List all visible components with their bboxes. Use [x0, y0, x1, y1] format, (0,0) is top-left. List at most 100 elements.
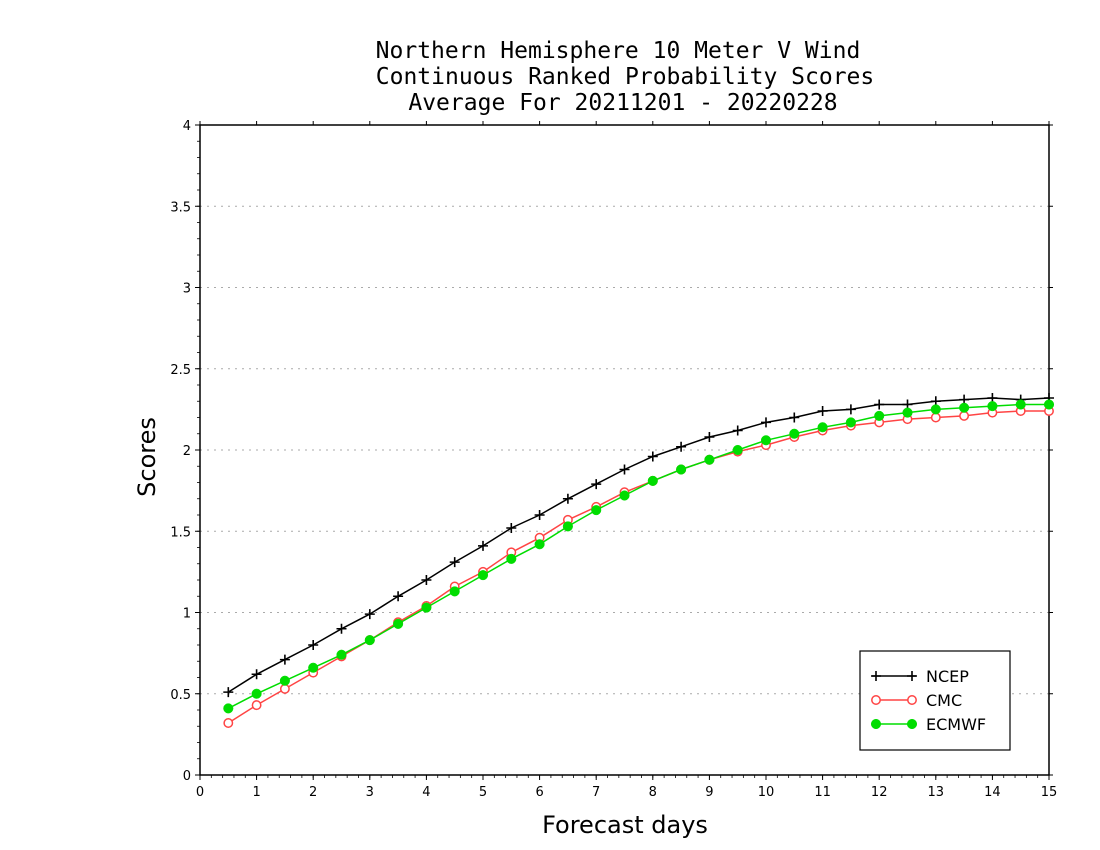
data-point-ncep — [845, 404, 856, 415]
data-point-ncep — [676, 441, 687, 452]
data-point-ncep — [421, 575, 432, 585]
data-point-ecmwf — [591, 505, 602, 516]
data-point-ncep — [761, 417, 771, 428]
data-point-ecmwf — [619, 490, 630, 501]
y-tick-label: 2 — [183, 444, 191, 459]
x-tick-label: 4 — [422, 785, 430, 800]
data-point-ecmwf — [449, 586, 460, 597]
data-point-ecmwf — [336, 649, 347, 660]
data-point-ncep — [732, 425, 743, 436]
data-point-ecmwf — [506, 553, 517, 564]
x-tick-label: 12 — [871, 785, 888, 800]
series-line-ncep — [227, 397, 1050, 693]
legend-item-ecmwf: ECMWF — [870, 715, 986, 734]
data-point-ecmwf — [676, 464, 687, 475]
x-tick-label: 6 — [535, 785, 543, 800]
data-point-ecmwf — [902, 407, 913, 418]
legend-label: ECMWF — [926, 715, 986, 734]
data-point-ecmwf — [1043, 399, 1055, 410]
chart-title-line-1: Northern Hemisphere 10 Meter V Wind — [376, 38, 861, 64]
data-point-ncep — [647, 451, 658, 462]
data-point-cmc — [251, 700, 262, 711]
data-point-ecmwf — [251, 688, 262, 699]
data-point-cmc — [279, 683, 290, 694]
data-point-cmc — [223, 718, 234, 728]
legend: NCEP CMC ECMWF — [859, 650, 1011, 751]
legend-marker — [906, 718, 918, 730]
y-axis-label: Scores — [133, 417, 161, 497]
x-axis: 0 1 2 3 4 5 6 7 8 9 10 11 12 13 14 15 — [196, 121, 1057, 800]
legend-item-ncep: NCEP — [871, 667, 969, 686]
data-point-ecmwf — [562, 521, 573, 532]
legend-marker — [907, 695, 917, 705]
data-point-ecmwf — [760, 435, 772, 446]
grid — [200, 205, 1049, 695]
data-point-ncep — [619, 464, 630, 475]
x-tick-label: 5 — [479, 785, 487, 800]
y-tick-label: 3 — [183, 282, 191, 297]
series-ecmwf — [223, 399, 1055, 714]
data-point-ecmwf — [817, 422, 828, 433]
data-point-ncep — [393, 591, 404, 602]
x-tick-label: 1 — [252, 785, 260, 800]
x-tick-label: 14 — [984, 785, 1001, 800]
x-tick-label: 15 — [1041, 785, 1058, 800]
legend-marker — [870, 718, 882, 730]
data-point-ecmwf — [1015, 399, 1026, 410]
y-tick-label: 3.5 — [170, 200, 191, 215]
series-ncep — [223, 393, 1054, 698]
legend-label: NCEP — [926, 667, 969, 686]
data-point-ecmwf — [987, 401, 998, 412]
x-tick-label: 10 — [758, 785, 775, 800]
data-point-ecmwf — [421, 602, 432, 613]
data-point-ncep — [279, 654, 290, 665]
data-point-ecmwf — [959, 402, 970, 413]
data-point-ecmwf — [477, 570, 489, 581]
data-point-ecmwf — [393, 618, 404, 629]
data-point-ncep — [534, 510, 545, 520]
chart-title-line-3: Average For 20211201 - 20220228 — [408, 90, 837, 116]
x-tick-label: 8 — [649, 785, 657, 800]
data-point-ncep — [449, 557, 460, 568]
y-tick-label: 4 — [183, 119, 191, 134]
data-point-ecmwf — [279, 675, 290, 686]
y-tick-label: 1 — [183, 607, 191, 622]
data-point-ecmwf — [789, 428, 800, 439]
data-point-ecmwf — [364, 635, 375, 646]
data-point-ecmwf — [874, 410, 885, 421]
chart-title-line-2: Continuous Ranked Probability Scores — [376, 64, 875, 90]
legend-marker — [907, 671, 917, 681]
x-tick-label: 2 — [309, 785, 317, 800]
data-point-ncep — [223, 687, 234, 698]
x-tick-label: 3 — [366, 785, 374, 800]
data-point-ecmwf — [534, 539, 545, 550]
data-point-ncep — [506, 523, 517, 533]
data-point-ecmwf — [308, 662, 319, 673]
legend-marker — [871, 695, 881, 705]
data-point-ecmwf — [223, 703, 234, 714]
data-point-ncep — [789, 412, 800, 423]
y-tick-label: 0 — [183, 769, 191, 784]
x-tick-label: 0 — [196, 785, 204, 800]
x-tick-label: 9 — [705, 785, 713, 800]
data-point-ecmwf — [845, 417, 856, 428]
data-point-ncep — [308, 640, 319, 650]
data-point-cmc — [959, 410, 970, 421]
data-point-ncep — [817, 406, 828, 416]
x-axis-label: Forecast days — [542, 811, 708, 839]
data-point-ncep — [364, 609, 375, 620]
data-point-ecmwf — [732, 444, 743, 456]
x-tick-label: 11 — [814, 785, 831, 800]
data-point-ncep — [591, 479, 602, 490]
y-tick-label: 0.5 — [170, 688, 191, 703]
legend-label: CMC — [926, 691, 962, 710]
data-point-ncep — [336, 623, 347, 634]
series-group — [223, 393, 1055, 728]
data-point-ncep — [562, 493, 573, 504]
x-tick-label: 13 — [928, 785, 945, 800]
legend-item-cmc: CMC — [871, 691, 962, 710]
data-point-ncep — [251, 669, 262, 680]
data-point-ncep — [478, 540, 488, 551]
y-axis: 0 0.5 1 1.5 2 2.5 3 3.5 4 — [170, 119, 1053, 784]
